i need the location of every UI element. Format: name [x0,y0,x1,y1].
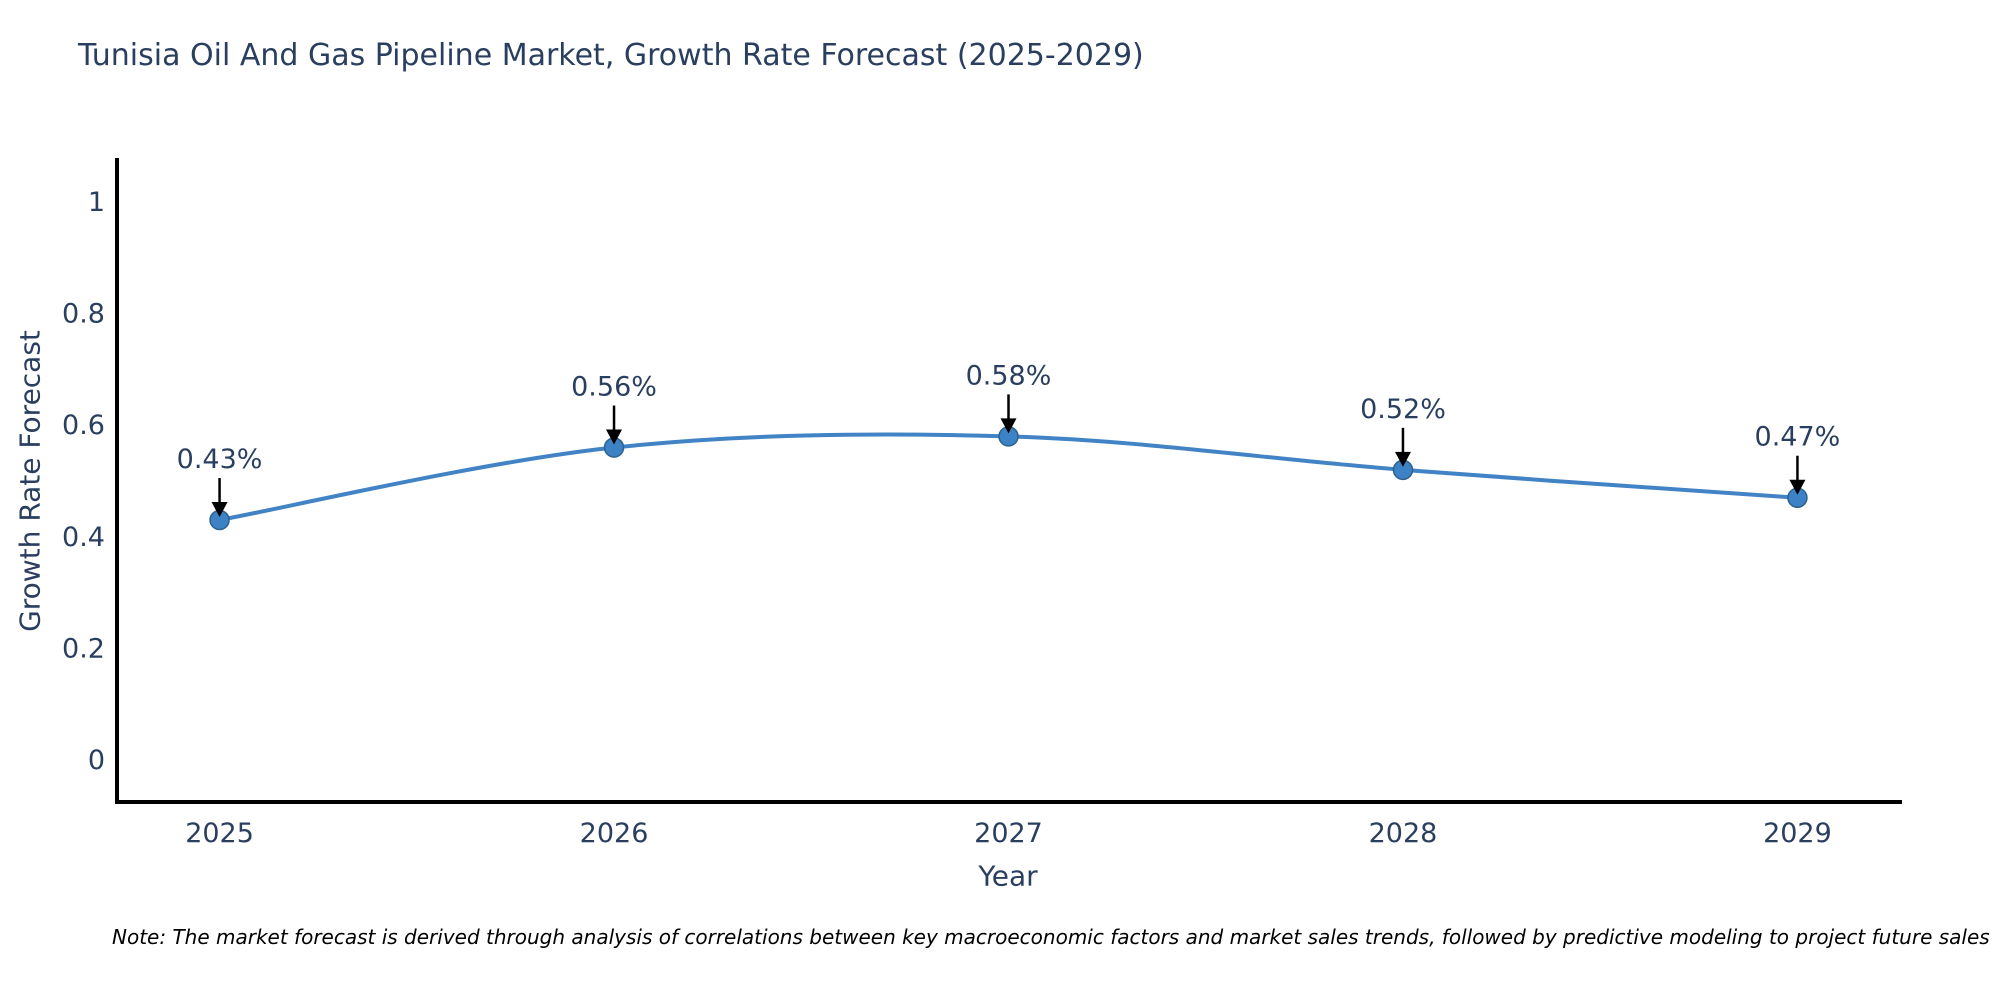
x-tick-label: 2025 [185,818,254,849]
y-tick-label: 0.2 [62,633,105,664]
y-tick-label: 1 [88,187,105,218]
footnote: Note: The market forecast is derived thr… [112,925,1990,949]
y-tick-label: 0.8 [62,299,105,330]
point-annotation-label: 0.58% [966,360,1052,391]
point-annotation-label: 0.47% [1755,422,1841,453]
x-tick-label: 2028 [1369,818,1438,849]
chart-title: Tunisia Oil And Gas Pipeline Market, Gro… [78,38,1144,73]
series-line [219,432,1798,523]
y-tick-label: 0 [88,745,105,776]
y-tick-label: 0.6 [62,410,105,441]
point-annotation-label: 0.56% [571,372,657,403]
x-tick-label: 2029 [1763,818,1832,849]
x-tick-label: 2026 [580,818,649,849]
x-axis-title: Year [978,859,1038,893]
annotation-arrow-head [211,502,228,518]
annotation-arrow-head [1000,418,1017,434]
y-tick-label: 0.4 [62,522,105,553]
axis-lines [115,158,1902,804]
point-annotation-label: 0.43% [177,444,263,475]
annotation-arrow-head [606,429,623,445]
annotation-arrow-head [1789,479,1806,495]
x-tick-label: 2027 [974,818,1043,849]
annotation-arrow-head [1394,451,1411,467]
point-annotation-label: 0.52% [1360,394,1446,425]
